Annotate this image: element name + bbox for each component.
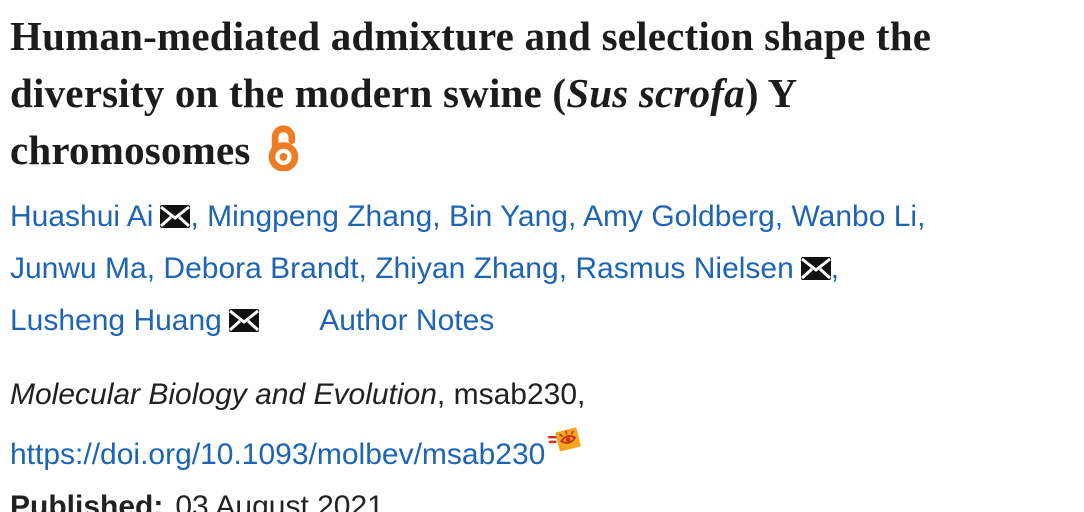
title-line-3: chromosomes: [10, 122, 1076, 186]
title-text: diversity on the modern swine (: [10, 70, 567, 116]
author-separator: ,: [830, 252, 840, 285]
published-date: 03 August 2021: [175, 490, 384, 512]
title-text: ) Y: [744, 70, 798, 116]
author-separator: ,: [190, 200, 199, 233]
author-line-2: Junwu Ma, Debora Brandt, Zhiyan Zhang, R…: [10, 244, 1076, 296]
article-title: Human-mediated admixture and selection s…: [10, 8, 1076, 186]
author-separator: ,: [917, 200, 926, 233]
envelope-icon[interactable]: [160, 194, 191, 244]
author-link[interactable]: Bin Yang: [448, 200, 568, 233]
author-separator: ,: [358, 252, 367, 285]
author-separator: ,: [146, 252, 156, 285]
author-link[interactable]: Huashui Ai: [10, 200, 154, 233]
doi-link[interactable]: https://doi.org/10.1093/molbev/msab230: [10, 438, 546, 471]
author-notes-link[interactable]: Author Notes: [319, 304, 495, 337]
author-link[interactable]: Lusheng Huang: [10, 304, 222, 337]
author-link[interactable]: Rasmus Nielsen: [575, 252, 794, 285]
author-link[interactable]: Zhiyan Zhang: [375, 252, 559, 285]
published-line: Published: 03 August 2021: [10, 481, 1076, 512]
author-separator: ,: [432, 200, 441, 233]
citation-line: Molecular Biology and Evolution, msab230…: [10, 369, 1076, 421]
author-separator: ,: [558, 252, 568, 285]
title-species-italic: Sus scrofa: [566, 70, 745, 116]
title-text: Human-mediated admixture and selection s…: [10, 13, 932, 59]
author-link[interactable]: Wanbo Li: [791, 200, 918, 233]
article-metadata: Molecular Biology and Evolution, msab230…: [10, 369, 1076, 512]
title-line-2: diversity on the modern swine (Sus scrof…: [10, 65, 1076, 122]
eye-badge-icon[interactable]: [547, 421, 582, 473]
title-line-1: Human-mediated admixture and selection s…: [10, 8, 1076, 65]
author-link[interactable]: Debora Brandt: [163, 252, 359, 285]
doi-line: https://doi.org/10.1093/molbev/msab230: [10, 421, 1076, 481]
author-line-1: Huashui Ai, Mingpeng Zhang, Bin Yang, Am…: [10, 192, 1076, 244]
author-link[interactable]: Amy Goldberg: [583, 200, 775, 233]
open-access-lock-icon[interactable]: [265, 123, 303, 186]
envelope-icon[interactable]: [228, 298, 259, 348]
author-separator: ,: [774, 200, 784, 233]
author-link[interactable]: Junwu Ma: [10, 252, 147, 285]
author-list: Huashui Ai, Mingpeng Zhang, Bin Yang, Am…: [10, 192, 1076, 348]
author-link[interactable]: Mingpeng Zhang: [207, 200, 433, 233]
author-line-3: Lusheng Huang Author Notes: [10, 296, 1076, 348]
citation-detail: , msab230,: [436, 378, 586, 411]
envelope-icon[interactable]: [800, 246, 831, 296]
author-separator: ,: [567, 200, 577, 233]
journal-name: Molecular Biology and Evolution: [10, 378, 437, 411]
title-text: chromosomes: [10, 127, 251, 173]
published-label: Published:: [10, 490, 164, 512]
